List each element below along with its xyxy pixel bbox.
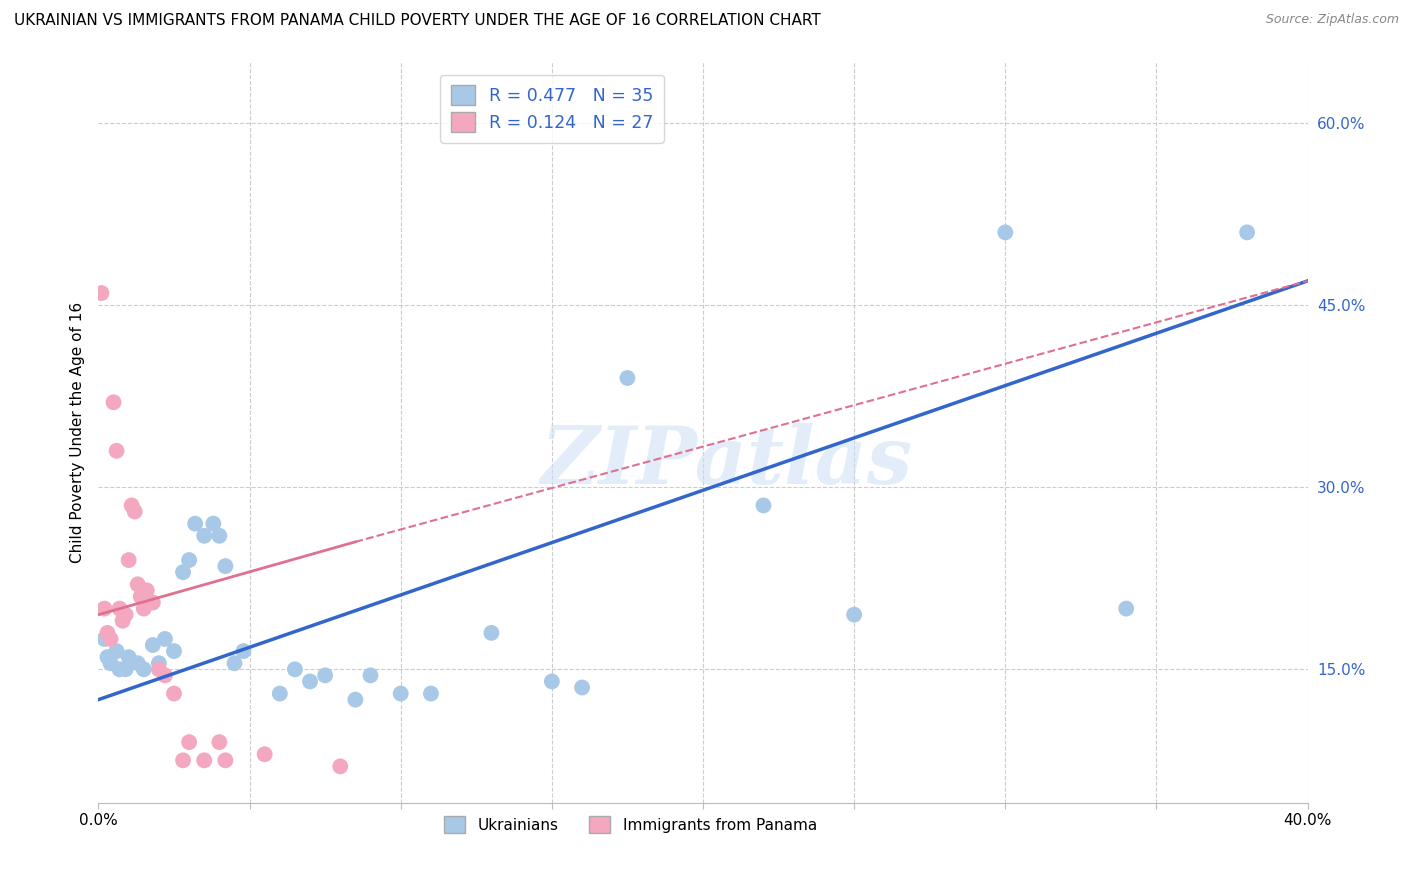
Point xyxy=(100,632,122,646)
Point xyxy=(540,674,562,689)
Point xyxy=(118,650,141,665)
Point xyxy=(129,590,152,604)
Point xyxy=(121,499,143,513)
Point xyxy=(232,644,254,658)
Point xyxy=(93,632,115,646)
Point xyxy=(994,225,1017,239)
Point xyxy=(142,595,165,609)
Point xyxy=(135,583,157,598)
Point xyxy=(344,692,367,706)
Point xyxy=(148,657,170,671)
Point xyxy=(153,632,176,646)
Point xyxy=(118,553,141,567)
Point xyxy=(214,753,236,767)
Point xyxy=(214,559,236,574)
Point xyxy=(202,516,225,531)
Point xyxy=(1115,601,1137,615)
Point xyxy=(269,687,291,701)
Point xyxy=(108,601,131,615)
Point xyxy=(114,662,136,676)
Point xyxy=(752,499,775,513)
Point xyxy=(111,614,134,628)
Point xyxy=(100,657,122,671)
Point xyxy=(90,286,112,301)
Point xyxy=(224,657,246,671)
Point xyxy=(163,644,186,658)
Point xyxy=(163,687,186,701)
Point xyxy=(284,662,307,676)
Point xyxy=(132,662,155,676)
Point xyxy=(93,601,115,615)
Point xyxy=(105,443,128,458)
Text: UKRAINIAN VS IMMIGRANTS FROM PANAMA CHILD POVERTY UNDER THE AGE OF 16 CORRELATIO: UKRAINIAN VS IMMIGRANTS FROM PANAMA CHIL… xyxy=(14,13,821,29)
Point xyxy=(193,529,215,543)
Point xyxy=(314,668,336,682)
Point xyxy=(105,644,128,658)
Point xyxy=(481,626,503,640)
Y-axis label: Child Poverty Under the Age of 16: Child Poverty Under the Age of 16 xyxy=(69,302,84,563)
Point xyxy=(844,607,866,622)
Point xyxy=(299,674,322,689)
Point xyxy=(571,681,593,695)
Point xyxy=(96,650,118,665)
Point xyxy=(127,577,149,591)
Text: ZIPatlas: ZIPatlas xyxy=(541,424,914,501)
Point xyxy=(142,638,165,652)
Point xyxy=(172,565,194,579)
Point xyxy=(360,668,382,682)
Point xyxy=(153,668,176,682)
Point xyxy=(103,395,125,409)
Point xyxy=(420,687,443,701)
Point xyxy=(184,516,207,531)
Text: Source: ZipAtlas.com: Source: ZipAtlas.com xyxy=(1265,13,1399,27)
Point xyxy=(193,753,215,767)
Point xyxy=(208,529,231,543)
Point xyxy=(179,553,201,567)
Point xyxy=(114,607,136,622)
Point xyxy=(253,747,276,762)
Point xyxy=(108,662,131,676)
Point xyxy=(172,753,194,767)
Point xyxy=(389,687,412,701)
Point xyxy=(616,371,638,385)
Point xyxy=(208,735,231,749)
Point xyxy=(148,662,170,676)
Point xyxy=(127,657,149,671)
Point xyxy=(179,735,201,749)
Point xyxy=(124,504,146,518)
Point xyxy=(96,626,118,640)
Point xyxy=(329,759,352,773)
Point xyxy=(1236,225,1258,239)
Point xyxy=(132,601,155,615)
Legend: Ukrainians, Immigrants from Panama: Ukrainians, Immigrants from Panama xyxy=(437,810,823,839)
